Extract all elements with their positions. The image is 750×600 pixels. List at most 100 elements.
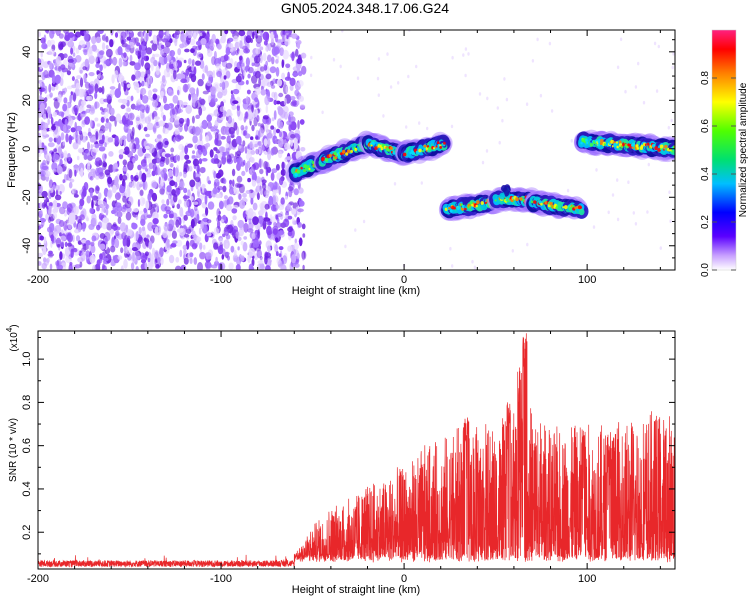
noise-dot [129, 61, 136, 66]
noise-dot [275, 66, 280, 77]
noise-dot [173, 69, 177, 80]
noise-dot [84, 149, 91, 160]
noise-dot [90, 119, 93, 128]
noise-dot [242, 241, 248, 252]
noise-dot [48, 208, 53, 218]
noise-dot [286, 35, 289, 40]
noise-dot [46, 153, 52, 162]
noise-dot [277, 39, 284, 43]
noise-dot [301, 65, 307, 75]
noise-dot [89, 207, 94, 214]
noise-dot [616, 65, 620, 70]
noise-dot [464, 47, 468, 51]
noise-dot [201, 106, 207, 112]
noise-dot [105, 118, 109, 123]
noise-dot [72, 92, 77, 102]
noise-dot [47, 226, 53, 233]
noise-dot [205, 207, 209, 216]
noise-dot [168, 219, 175, 229]
noise-dot [245, 57, 250, 67]
noise-dot [79, 77, 84, 88]
noise-dot [207, 201, 215, 210]
noise-dot [118, 149, 125, 155]
noise-dot [151, 192, 158, 202]
noise-dot [228, 262, 234, 270]
noise-dot [300, 147, 306, 152]
noise-dot [126, 44, 131, 50]
noise-dot [86, 195, 91, 204]
noise-dot [127, 118, 131, 128]
noise-dot [51, 125, 56, 131]
noise-dot [247, 73, 251, 79]
noise-dot [280, 197, 285, 205]
signal-dot [449, 209, 453, 213]
noise-dot [43, 145, 48, 155]
signal-dot [540, 202, 543, 206]
noise-dot [179, 207, 184, 217]
noise-dot [66, 232, 72, 237]
noise-dot [238, 157, 243, 167]
noise-dot [265, 104, 268, 114]
noise-dot [100, 130, 103, 135]
noise-dot [255, 35, 263, 44]
noise-dot [41, 97, 45, 102]
noise-dot [63, 53, 68, 59]
noise-dot [225, 242, 229, 250]
noise-dot [464, 73, 467, 78]
noise-dot [259, 188, 264, 196]
noise-dot [647, 162, 650, 167]
noise-dot [109, 228, 115, 235]
noise-dot [49, 92, 53, 98]
noise-dot [68, 168, 73, 179]
noise-dot [265, 46, 268, 52]
noise-dot [88, 132, 93, 139]
noise-dot [144, 145, 150, 150]
noise-dot [297, 208, 304, 213]
noise-dot [239, 199, 246, 209]
noise-dot [198, 158, 203, 165]
noise-dot [200, 38, 207, 46]
noise-dot [262, 115, 269, 120]
spectrogram-marks [38, 30, 675, 270]
noise-dot [213, 227, 220, 235]
noise-dot [258, 144, 265, 154]
noise-dot [653, 41, 657, 46]
noise-dot [44, 85, 48, 94]
noise-dot [132, 208, 139, 213]
noise-dot [112, 163, 116, 173]
noise-dot [592, 225, 596, 229]
noise-dot [138, 124, 142, 131]
noise-dot [89, 188, 93, 198]
noise-dot [332, 57, 336, 62]
signal-dot [389, 146, 393, 150]
noise-dot [199, 252, 206, 260]
noise-dot [129, 54, 133, 63]
noise-dot [48, 137, 53, 143]
noise-dot [114, 207, 119, 217]
noise-dot [187, 143, 193, 148]
noise-dot [193, 205, 198, 212]
noise-dot [262, 52, 267, 62]
noise-dot [119, 135, 123, 146]
noise-dot [68, 214, 76, 225]
noise-dot [125, 211, 132, 221]
noise-dot [227, 255, 230, 261]
noise-dot [179, 227, 186, 236]
noise-dot [274, 189, 279, 194]
x-tick-label: -200 [27, 274, 49, 286]
noise-dot [47, 118, 50, 126]
noise-dot [192, 158, 200, 167]
noise-dot [296, 252, 300, 260]
noise-dot [161, 75, 166, 84]
noise-dot [275, 100, 281, 105]
noise-dot [299, 119, 305, 125]
noise-dot [168, 169, 173, 177]
noise-dot [77, 148, 84, 154]
noise-dot [217, 91, 223, 99]
signal-ridges [284, 129, 675, 222]
noise-dot [245, 153, 253, 161]
signal-segment [573, 129, 675, 163]
noise-dot [48, 83, 52, 93]
noise-dot [95, 130, 99, 140]
noise-dot [96, 206, 100, 212]
